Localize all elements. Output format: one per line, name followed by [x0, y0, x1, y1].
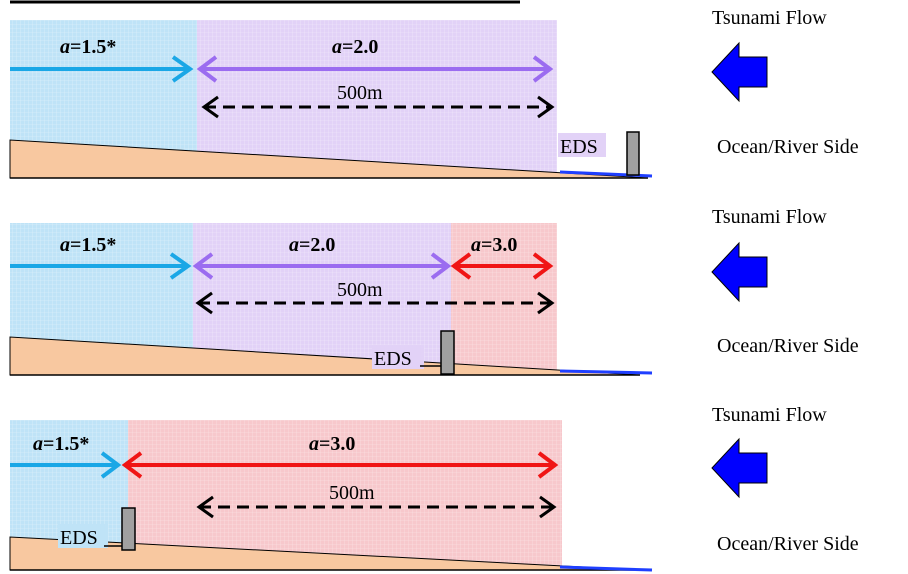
panel-1: a=1.5* a=2.0 500m EDS Tsunami Flow Ocean…: [9, 7, 859, 179]
eds-label-bg-1: [558, 133, 606, 157]
zone-3-2-grid: [128, 420, 562, 570]
arrow-red-rhead-3: [537, 451, 559, 479]
arrow-blue-head-1: [171, 55, 194, 83]
distance-rhead-1: [537, 95, 555, 119]
arrow-red-lhead-2: [450, 252, 472, 280]
panel-2: a=1.5* a=2.0 a=3.0 500m EDS Tsunami Flow…: [9, 206, 859, 376]
distance-label-1: 500m: [337, 82, 383, 104]
water-line-3: [559, 565, 653, 572]
water-line-2: [559, 369, 653, 375]
distance-lhead-2: [195, 291, 213, 315]
flow-label-3: Tsunami Flow: [712, 404, 827, 426]
eds-label-bg-3: [58, 524, 108, 548]
flow-arrow-icon-3: [711, 437, 768, 499]
arrow-blue-head-3: [100, 451, 122, 479]
distance-rhead-2: [537, 291, 555, 315]
flow-label-2: Tsunami Flow: [712, 206, 827, 228]
zone-label-1-1: a=1.5*: [60, 36, 116, 58]
arrow-blue-head-2: [169, 252, 192, 280]
distance-lhead-3: [196, 495, 214, 519]
arrow-red-rhead-2: [532, 252, 554, 280]
arrow-purple-lhead-1: [196, 55, 218, 83]
eds-structure-1: [626, 131, 640, 176]
zone-label-3-1: a=1.5*: [33, 433, 89, 455]
distance-lhead-1: [201, 95, 219, 119]
arrow-red-lhead-3: [121, 451, 143, 479]
eds-label-1: EDS: [560, 136, 598, 158]
distance-label-3: 500m: [329, 482, 375, 504]
zone-2-3-grid: [451, 223, 557, 375]
arrow-purple-lhead-2: [192, 252, 214, 280]
eds-label-3: EDS: [60, 527, 98, 549]
arrow-purple-rhead-2: [430, 252, 452, 280]
eds-label-2: EDS: [374, 348, 412, 370]
zone-label-3-2: a=3.0: [309, 433, 355, 455]
zone-label-2-2: a=2.0: [289, 234, 335, 256]
zone-label-2-1: a=1.5*: [60, 234, 116, 256]
side-label-2: Ocean/River Side: [717, 335, 859, 357]
panel-3: a=1.5* a=3.0 500m EDS Tsunami Flow Ocean…: [9, 404, 859, 572]
distance-rhead-3: [539, 495, 557, 519]
distance-label-2: 500m: [337, 279, 383, 301]
eds-structure-2: [440, 330, 455, 375]
side-label-3: Ocean/River Side: [717, 533, 859, 555]
zone-label-2-3: a=3.0: [471, 234, 517, 256]
zone-label-1-2: a=2.0: [332, 36, 378, 58]
eds-structure-3: [121, 507, 136, 551]
flow-arrow-icon-1: [711, 41, 768, 103]
side-label-1: Ocean/River Side: [717, 136, 859, 158]
eds-label-bg-2: [372, 345, 424, 369]
flow-arrow-icon-2: [711, 241, 768, 303]
flow-label-1: Tsunami Flow: [712, 7, 827, 29]
arrow-purple-rhead-1: [532, 55, 554, 83]
zone-1-2-grid: [197, 20, 557, 178]
